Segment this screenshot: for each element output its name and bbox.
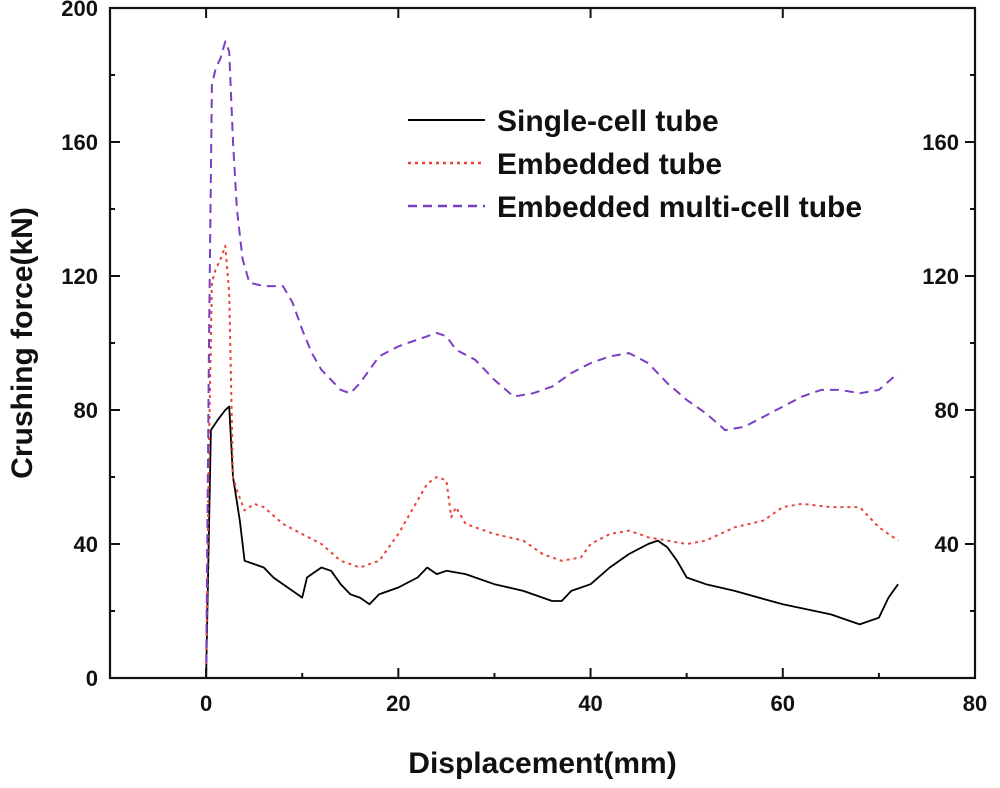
y-tick-label: 0 <box>86 666 98 691</box>
y-tick-label: 40 <box>74 532 98 557</box>
x-tick-label: 40 <box>578 691 602 716</box>
series-line-1 <box>205 405 899 679</box>
x-tick-label: 20 <box>386 691 410 716</box>
x-tick-label: 80 <box>963 691 987 716</box>
x-axis-title: Displacement(mm) <box>408 747 676 780</box>
series-layer <box>205 40 899 679</box>
legend-label-1: Single-cell tube <box>497 105 719 138</box>
y-tick-label-right: 80 <box>935 398 959 423</box>
y-tick-label-right: 40 <box>935 532 959 557</box>
y-axis-title: Crushing force(kN) <box>6 207 39 479</box>
series-line-3 <box>205 40 899 679</box>
y-tick-label: 200 <box>61 0 98 21</box>
x-tick-label: 0 <box>200 691 212 716</box>
y-tick-label-right: 160 <box>922 130 959 155</box>
series-line-2 <box>205 244 899 679</box>
legend: Single-cell tube Embedded tube Embedded mu… <box>408 105 862 224</box>
axes-layer: 0 20 40 60 80 0 40 80 120 160 200 40 80 120 160 <box>61 0 987 716</box>
y-tick-label-right: 120 <box>922 264 959 289</box>
y-tick-label: 80 <box>74 398 98 423</box>
y-tick-label: 160 <box>61 130 98 155</box>
x-tick-label: 60 <box>771 691 795 716</box>
y-tick-label: 120 <box>61 264 98 289</box>
legend-label-3: Embedded multi-cell tube <box>497 191 862 224</box>
legend-label-2: Embedded tube <box>497 148 722 181</box>
